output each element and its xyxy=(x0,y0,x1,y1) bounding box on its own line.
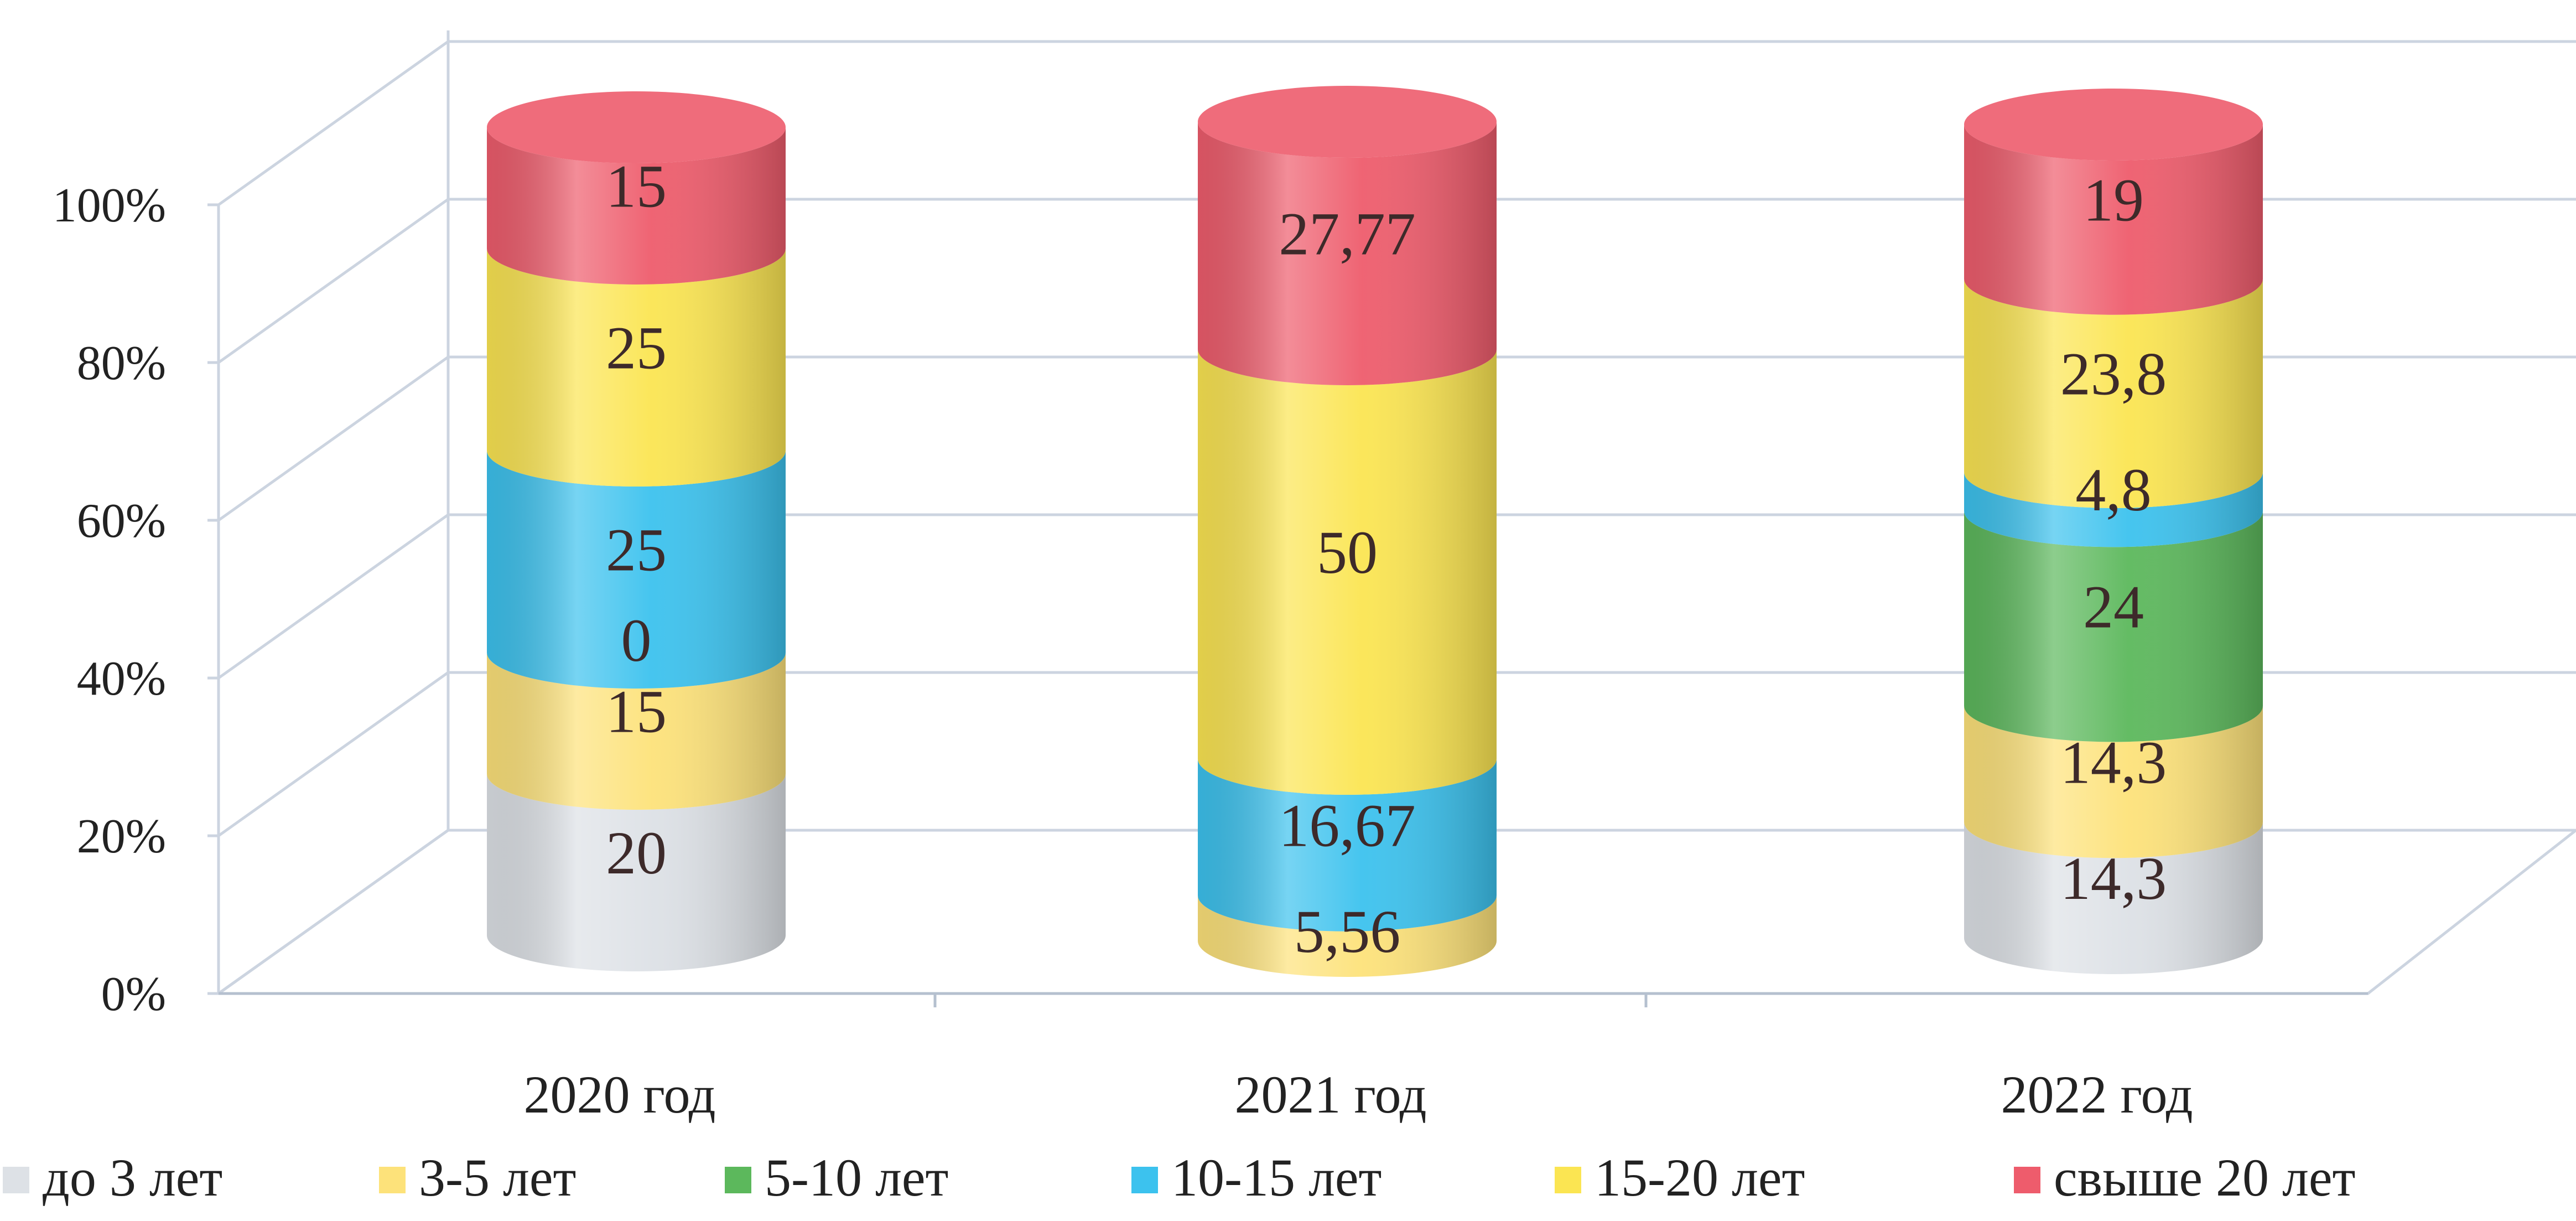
y-tick-label: 0% xyxy=(101,968,166,1021)
legend-label: до 3 лет xyxy=(43,1148,222,1207)
bar-segment-3-5-лет-shade xyxy=(1964,706,2263,858)
legend-swatch xyxy=(2014,1167,2040,1193)
bar-segment-до-3-лет-shade xyxy=(487,774,786,971)
y-tick-label: 60% xyxy=(77,494,166,548)
bar-segment-свыше-20-лет-shade xyxy=(1198,122,1497,385)
legend-label: свыше 20 лет xyxy=(2054,1148,2355,1207)
bar-segment-3-5-лет-shade xyxy=(1198,895,1497,977)
legend-swatch xyxy=(3,1167,29,1193)
bar-segment-до-3-лет-shade xyxy=(1964,822,2263,974)
data-label: 15 xyxy=(606,678,667,746)
x-category-label: 2022 год xyxy=(2001,1065,2193,1124)
bar-segment-5-10-лет-shade xyxy=(1964,511,2263,742)
data-label: 0 xyxy=(621,607,652,674)
data-label: 27,77 xyxy=(1279,200,1416,267)
gridline-side xyxy=(217,829,449,995)
legend-item-до-3-лет: до 3 лет xyxy=(3,1148,222,1207)
data-label: 25 xyxy=(606,516,667,584)
legend-swatch xyxy=(725,1167,751,1193)
y-axis: 0% 20% 40% 60% 80% 100% xyxy=(53,179,219,1021)
bar-segment-свыше-20-лет-shade xyxy=(487,127,786,284)
legend-label: 3-5 лет xyxy=(419,1148,576,1207)
legend-label: 5-10 лет xyxy=(765,1148,948,1207)
plot-area: 201502525155,5616,675027,7714,314,3244,8… xyxy=(487,86,2263,977)
bar-segment-3-5-лет-shade xyxy=(487,653,786,810)
data-label: 24 xyxy=(2083,573,2144,640)
bar-top-cap xyxy=(487,91,786,163)
data-label: 14,3 xyxy=(2060,845,2167,912)
legend-label: 10-15 лет xyxy=(1171,1148,1382,1207)
legend-item-15-20-лет: 15-20 лет xyxy=(1555,1148,1805,1207)
gridline-side xyxy=(217,355,449,522)
bar-segment-15-20-лет-shade xyxy=(1964,278,2263,508)
legend: до 3 лет 3-5 лет 5-10 лет 10-15 лет 15-20 ле… xyxy=(3,1148,2355,1207)
data-label: 25 xyxy=(606,314,667,382)
data-label: 4,8 xyxy=(2075,456,2152,524)
data-label: 14,3 xyxy=(2060,728,2167,796)
legend-swatch xyxy=(1555,1167,1581,1193)
x-axis: 2020 год 2021 год 2022 год xyxy=(523,1065,2193,1124)
data-label: 15 xyxy=(606,153,667,220)
y-tick-label: 20% xyxy=(77,810,166,863)
bar-segment-свыше-20-лет-shade xyxy=(1964,125,2263,315)
bar-top-cap xyxy=(1198,86,1497,158)
legend-item-3-5-лет: 3-5 лет xyxy=(379,1148,576,1207)
data-label: 50 xyxy=(1317,519,1378,586)
data-label: 23,8 xyxy=(2060,340,2167,407)
bar-segment-10-15-лет-shade xyxy=(1964,472,2263,547)
data-label: 16,67 xyxy=(1279,791,1416,859)
y-tick-label: 100% xyxy=(53,179,166,232)
legend-label: 15-20 лет xyxy=(1595,1148,1805,1207)
data-label: 19 xyxy=(2083,166,2144,234)
bar-top-cap-shine xyxy=(487,91,786,163)
legend-item-5-10-лет: 5-10 лет xyxy=(725,1148,948,1207)
bar-column-2: 5,56 16,67 50 27,77 xyxy=(1198,86,1497,977)
bar-top-cap-shine xyxy=(1198,86,1497,158)
legend-item-свыше-20-лет: свыше 20 лет xyxy=(2014,1148,2355,1207)
x-category-label: 2020 год xyxy=(523,1065,715,1124)
bar-segment-15-20-лет-shade xyxy=(487,249,786,487)
y-tick-label: 80% xyxy=(77,337,166,390)
y-tick-label: 40% xyxy=(77,652,166,706)
gridline-side xyxy=(217,671,449,837)
bar-segment-10-15-лет-shade xyxy=(487,451,786,689)
x-category-label: 2021 год xyxy=(1234,1065,1426,1124)
gridline-side xyxy=(217,513,449,680)
data-label: 20 xyxy=(606,819,667,887)
legend-swatch xyxy=(1131,1167,1158,1193)
bar-segment-15-20-лет-shade xyxy=(1198,349,1497,795)
legend-item-10-15-лет: 10-15 лет xyxy=(1131,1148,1382,1207)
data-label: 5,56 xyxy=(1294,898,1401,965)
gridline-side xyxy=(217,198,449,364)
bar-segment-10-15-лет-shade xyxy=(1198,758,1497,932)
bar-top-cap-shine xyxy=(1964,89,2263,161)
bar-column-3: 14,3 14,3 24 4,8 23,8 19 xyxy=(1964,89,2263,974)
gridline-side xyxy=(217,40,449,206)
bar-top-cap xyxy=(1964,89,2263,161)
legend-swatch xyxy=(379,1167,406,1193)
